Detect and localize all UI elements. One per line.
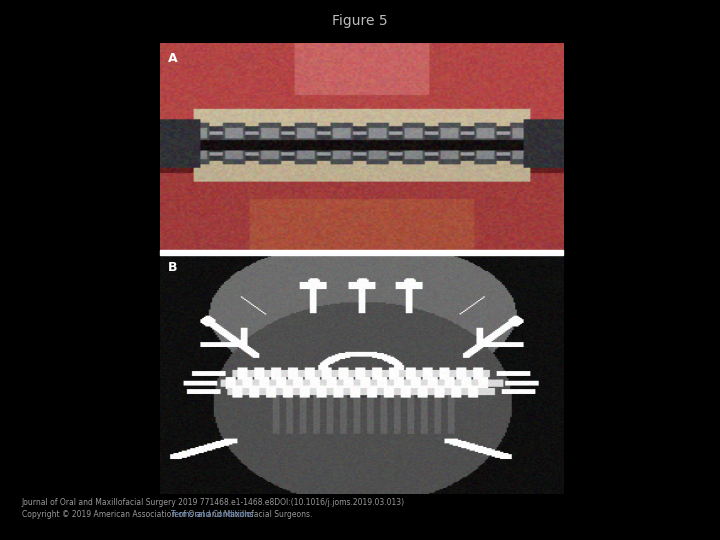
Text: Terms and Conditions: Terms and Conditions [171, 510, 254, 519]
Text: Figure 5: Figure 5 [332, 14, 388, 28]
Text: B: B [168, 261, 177, 274]
Text: Copyright © 2019 American Association of Oral and Maxillofacial Surgeons.: Copyright © 2019 American Association of… [22, 510, 315, 519]
Text: A: A [168, 51, 178, 64]
Text: Journal of Oral and Maxillofacial Surgery 2019 771468.e1-1468.e8DOI:(10.1016/j.j: Journal of Oral and Maxillofacial Surger… [22, 497, 405, 507]
